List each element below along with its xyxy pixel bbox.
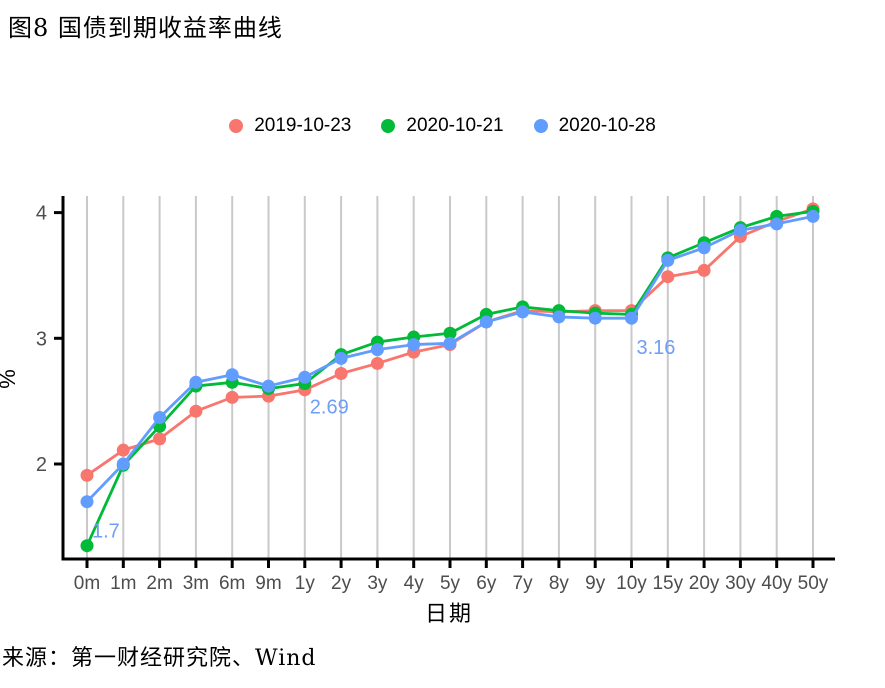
- data-point: [661, 253, 675, 267]
- x-tick-label: 2m: [146, 573, 172, 594]
- data-point: [697, 241, 711, 255]
- legend-label: 2019-10-23: [254, 115, 352, 136]
- x-tick-label: 3y: [367, 573, 388, 594]
- x-tick-label: 0m: [74, 573, 100, 594]
- data-point: [225, 390, 239, 404]
- data-point: [443, 326, 457, 340]
- legend-item-2020-10-28: 2020-10-28: [533, 115, 656, 136]
- data-point: [588, 311, 602, 325]
- x-tick-label: 4y: [404, 573, 425, 594]
- data-point: [770, 217, 784, 231]
- data-point: [552, 310, 566, 324]
- x-tick-label: 8y: [549, 573, 570, 594]
- data-point: [153, 432, 167, 446]
- data-point: [334, 351, 348, 365]
- x-tick-label: 9y: [585, 573, 606, 594]
- legend-item-2020-10-21: 2020-10-21: [381, 115, 504, 136]
- x-tick-label: 2y: [331, 573, 352, 594]
- point-annotation: 1.7: [92, 521, 120, 543]
- data-point: [80, 495, 94, 509]
- legend-label: 2020-10-21: [406, 115, 504, 136]
- x-tick-label: 50y: [798, 573, 829, 594]
- legend-swatch-icon: [533, 118, 548, 133]
- data-point: [625, 311, 638, 325]
- legend-label: 2020-10-28: [558, 115, 656, 136]
- x-tick-label: 5y: [440, 573, 461, 594]
- x-tick-label: 15y: [652, 573, 683, 594]
- y-axis-title: %: [0, 349, 21, 409]
- data-point: [697, 263, 711, 277]
- data-point: [80, 539, 94, 553]
- axes: 2 3 4 0m 1m 2m 3m 6m 9m 1y 2y 3y 4y 5y 6y 7y 8y 9y 10y 15y 2…: [36, 196, 835, 594]
- legend-item-2019-10-23: 2019-10-23: [229, 116, 351, 135]
- point-annotation: 2.69: [310, 396, 349, 418]
- data-point: [298, 370, 312, 384]
- legend-swatch-icon: [229, 118, 244, 133]
- x-tick-label: 6m: [219, 573, 245, 594]
- x-tick-label: 30y: [725, 573, 756, 594]
- x-tick-label: 10y: [616, 573, 647, 594]
- x-tick-label: 9m: [255, 573, 281, 594]
- x-tick-label: 1y: [295, 573, 316, 594]
- y-tick-label: 2: [36, 454, 47, 476]
- data-point: [370, 343, 384, 357]
- data-point: [189, 404, 203, 418]
- x-tick-label: 6y: [476, 573, 497, 594]
- data-point: [262, 379, 275, 393]
- data-point: [370, 356, 384, 370]
- x-axis-title: 日期: [424, 601, 473, 626]
- y-tick-label: 3: [36, 328, 47, 350]
- point-annotation: 3.16: [637, 337, 676, 359]
- data-point: [334, 366, 348, 380]
- source-note: 来源：第一财经研究院、Wind: [2, 646, 317, 671]
- page-title: 图8 国债到期收益率曲线: [8, 14, 283, 42]
- y-tick-label: 4: [36, 203, 47, 225]
- data-point: [479, 315, 493, 329]
- data-point: [116, 443, 130, 457]
- chart-legend: 2019-10-23 2020-10-21 2020-10-28: [0, 116, 885, 135]
- data-point: [443, 336, 457, 350]
- x-tick-label: 20y: [689, 573, 720, 594]
- data-point: [661, 270, 675, 284]
- x-tick-label: 1m: [110, 573, 136, 594]
- data-point: [189, 375, 203, 389]
- data-point: [407, 338, 421, 352]
- data-point: [806, 209, 820, 223]
- data-point: [116, 457, 130, 471]
- data-point: [733, 223, 747, 237]
- data-point: [153, 410, 167, 424]
- x-tick-label: 3m: [183, 573, 209, 594]
- data-point: [80, 468, 94, 482]
- series-2020-10-28: [80, 209, 820, 509]
- data-point: [516, 305, 530, 319]
- x-tick-label: 40y: [761, 573, 792, 594]
- legend-swatch-icon: [381, 118, 396, 133]
- data-point: [225, 368, 239, 382]
- x-tick-label: 7y: [513, 573, 534, 594]
